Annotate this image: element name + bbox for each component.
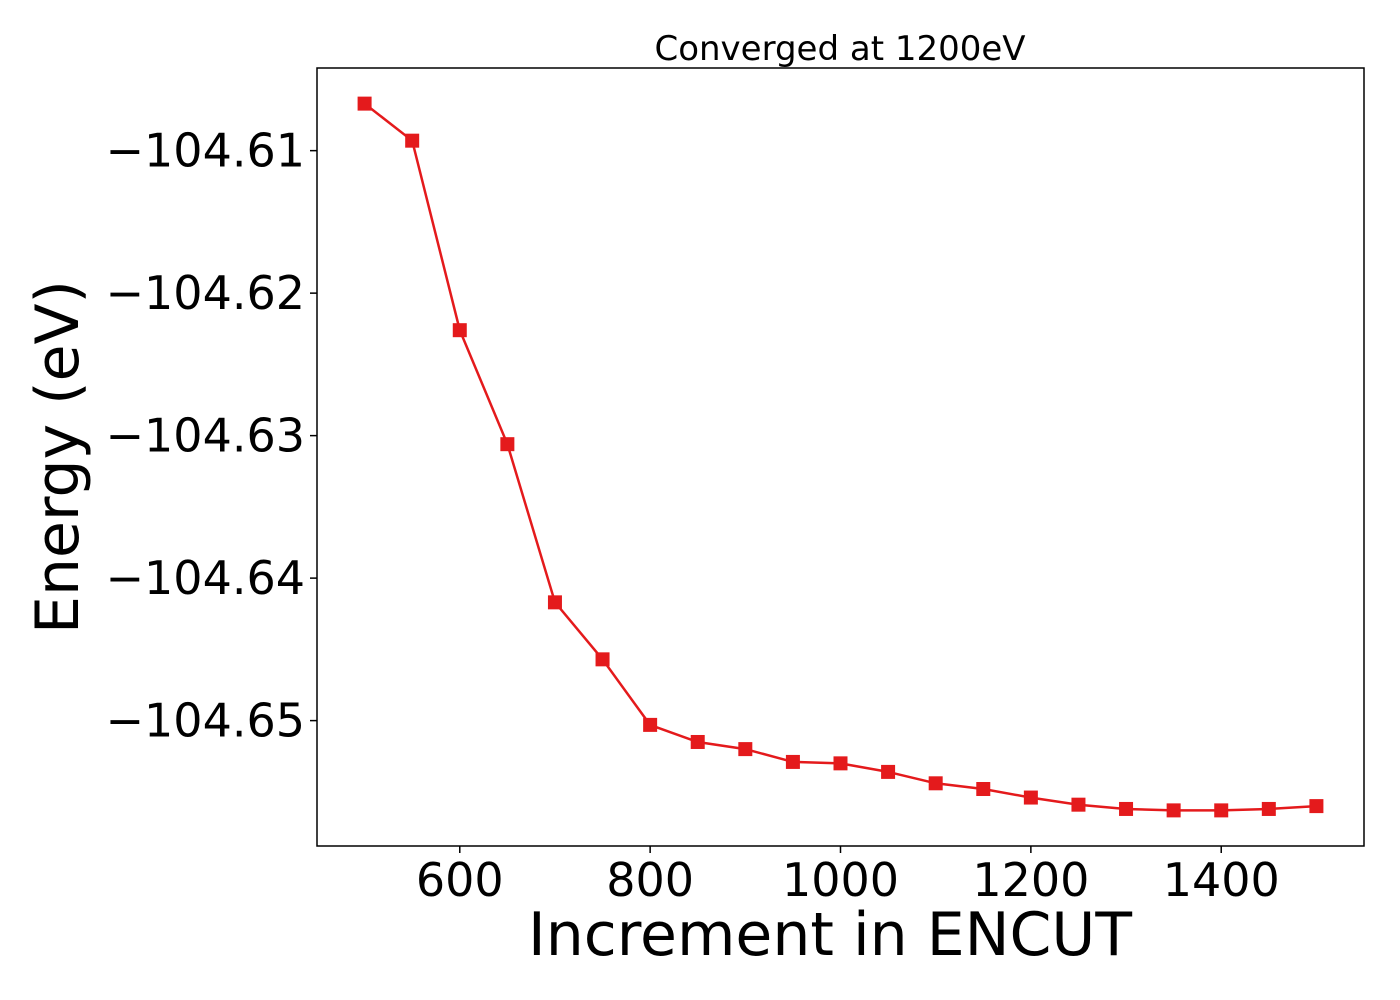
y-axis-title: Energy (eV)	[23, 280, 93, 634]
data-point-marker	[738, 742, 753, 757]
series-layer	[357, 96, 1324, 818]
data-point-marker	[595, 652, 610, 667]
x-tick-label: 1000	[782, 853, 899, 907]
data-point-marker	[452, 323, 467, 338]
data-point-marker	[1166, 803, 1181, 818]
y-tick-label: −104.61	[106, 124, 306, 178]
data-point-marker	[1261, 801, 1276, 816]
x-tick-label: 1200	[972, 853, 1089, 907]
y-tick-label: −104.65	[106, 694, 306, 748]
data-point-marker	[833, 756, 848, 771]
data-point-marker	[1071, 797, 1086, 812]
data-point-marker	[1309, 799, 1324, 814]
x-axis-title: Increment in ENCUT	[528, 900, 1132, 970]
x-axis: 600 800 1000 1200 1400	[416, 846, 1280, 907]
data-point-marker	[1214, 803, 1229, 818]
data-point-marker	[547, 595, 562, 610]
data-point-marker	[785, 754, 800, 769]
y-tick-label: −104.64	[106, 551, 306, 605]
y-tick-label: −104.63	[106, 409, 306, 463]
data-point-marker	[690, 734, 705, 749]
data-point-marker	[357, 96, 372, 111]
data-point-marker	[881, 764, 896, 779]
plot-area-frame	[316, 67, 1365, 847]
x-tick-label: 600	[416, 853, 504, 907]
series-line	[363, 102, 1317, 812]
data-point-marker	[1119, 801, 1134, 816]
chart-title: Converged at 1200eV	[654, 29, 1025, 69]
data-point-marker	[1023, 790, 1038, 805]
data-point-marker	[500, 437, 515, 452]
x-tick-label: 800	[606, 853, 694, 907]
data-point-marker	[643, 717, 658, 732]
data-point-marker	[928, 776, 943, 791]
data-point-marker	[405, 133, 420, 148]
y-axis: −104.61 −104.62 −104.63 −104.64 −104.65	[106, 124, 317, 748]
y-tick-label: −104.62	[106, 266, 306, 320]
x-tick-label: 1400	[1163, 853, 1280, 907]
data-point-marker	[976, 782, 991, 797]
